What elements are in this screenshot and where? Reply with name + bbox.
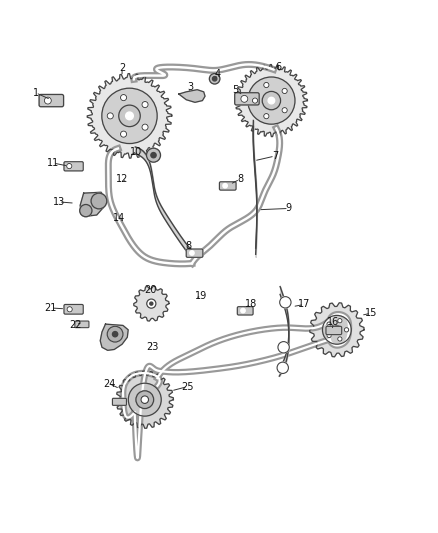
Text: 23: 23 (146, 342, 159, 352)
Circle shape (280, 297, 291, 308)
Polygon shape (235, 64, 307, 136)
Circle shape (120, 94, 127, 101)
FancyBboxPatch shape (186, 249, 203, 257)
FancyBboxPatch shape (237, 306, 253, 315)
Polygon shape (100, 324, 128, 350)
Circle shape (128, 383, 161, 416)
Circle shape (248, 77, 295, 124)
Circle shape (209, 74, 220, 84)
Text: 1: 1 (32, 88, 39, 98)
Circle shape (107, 113, 113, 119)
Circle shape (327, 333, 331, 337)
Circle shape (141, 396, 148, 403)
Text: 17: 17 (298, 300, 311, 310)
Text: 10: 10 (130, 147, 142, 157)
Text: 19: 19 (195, 291, 208, 301)
Text: 12: 12 (116, 174, 128, 184)
Circle shape (102, 88, 157, 143)
Text: 22: 22 (70, 320, 82, 329)
Text: 15: 15 (365, 308, 377, 318)
Circle shape (190, 251, 194, 255)
Text: 8: 8 (185, 240, 191, 251)
FancyBboxPatch shape (75, 321, 89, 328)
Circle shape (322, 316, 351, 344)
Circle shape (282, 108, 287, 113)
Circle shape (327, 322, 331, 326)
Circle shape (277, 362, 288, 374)
Circle shape (91, 193, 107, 209)
Text: 5: 5 (233, 85, 239, 95)
Circle shape (119, 105, 140, 127)
Circle shape (278, 342, 289, 353)
FancyBboxPatch shape (39, 94, 64, 107)
Text: 14: 14 (113, 214, 126, 223)
Circle shape (264, 83, 269, 87)
Circle shape (262, 92, 281, 110)
Text: 8: 8 (237, 174, 243, 184)
Polygon shape (134, 286, 169, 321)
Circle shape (80, 205, 92, 217)
Text: 20: 20 (144, 285, 157, 295)
Text: 7: 7 (272, 151, 278, 161)
Circle shape (147, 299, 156, 308)
Circle shape (142, 101, 148, 108)
Circle shape (67, 306, 72, 312)
FancyBboxPatch shape (64, 161, 83, 171)
Text: 4: 4 (215, 69, 221, 79)
Circle shape (151, 152, 156, 158)
Text: 24: 24 (103, 378, 115, 389)
FancyBboxPatch shape (235, 93, 259, 105)
Text: 25: 25 (181, 382, 194, 392)
FancyBboxPatch shape (113, 398, 127, 405)
Circle shape (241, 95, 248, 102)
Polygon shape (80, 192, 106, 216)
Text: 6: 6 (275, 62, 281, 72)
Circle shape (150, 302, 153, 305)
Circle shape (344, 328, 349, 332)
Polygon shape (310, 303, 364, 357)
Polygon shape (87, 74, 172, 158)
Polygon shape (179, 90, 205, 102)
Circle shape (268, 98, 275, 104)
Circle shape (142, 124, 148, 130)
Circle shape (212, 77, 217, 81)
Circle shape (120, 131, 127, 137)
Circle shape (107, 326, 123, 342)
Circle shape (67, 164, 72, 169)
Circle shape (147, 148, 160, 162)
FancyBboxPatch shape (326, 326, 342, 335)
Circle shape (252, 98, 258, 103)
Text: 16: 16 (327, 317, 339, 327)
Text: 18: 18 (245, 300, 257, 310)
FancyBboxPatch shape (219, 182, 236, 190)
Text: 9: 9 (286, 204, 292, 213)
Circle shape (282, 88, 287, 94)
Polygon shape (116, 371, 173, 429)
Circle shape (113, 332, 118, 337)
Circle shape (264, 114, 269, 119)
Text: 11: 11 (47, 158, 59, 168)
Circle shape (223, 183, 227, 188)
Circle shape (136, 391, 154, 408)
FancyBboxPatch shape (64, 304, 83, 314)
Text: 3: 3 (187, 83, 194, 93)
Text: 2: 2 (119, 63, 125, 73)
Circle shape (241, 309, 245, 313)
Text: 21: 21 (45, 303, 57, 313)
Circle shape (126, 112, 133, 120)
Circle shape (338, 337, 342, 341)
Circle shape (332, 326, 341, 334)
Circle shape (44, 97, 51, 104)
Text: 13: 13 (53, 197, 65, 207)
Circle shape (338, 319, 342, 323)
